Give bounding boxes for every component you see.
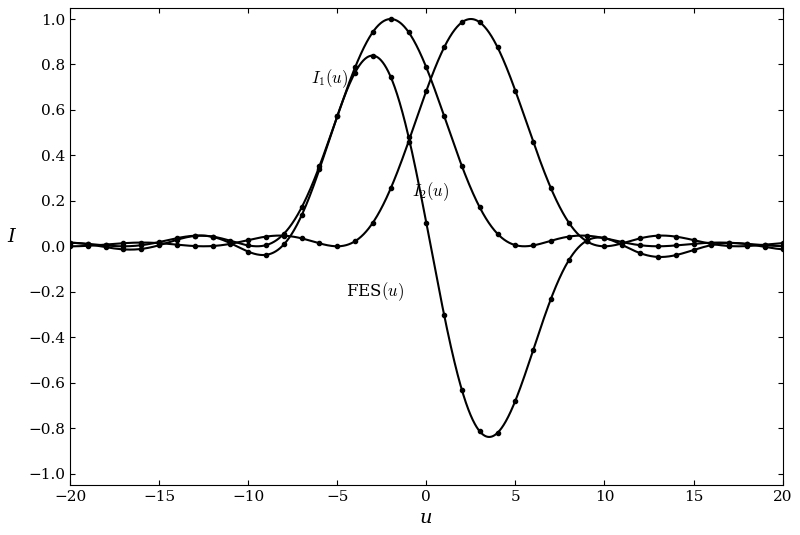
X-axis label: u: u <box>420 509 433 528</box>
Text: $I_1(u)$: $I_1(u)$ <box>310 67 348 89</box>
Y-axis label: I: I <box>8 228 15 246</box>
Text: FES$(u)$: FES$(u)$ <box>346 280 404 303</box>
Text: $I_2(u)$: $I_2(u)$ <box>412 180 449 203</box>
